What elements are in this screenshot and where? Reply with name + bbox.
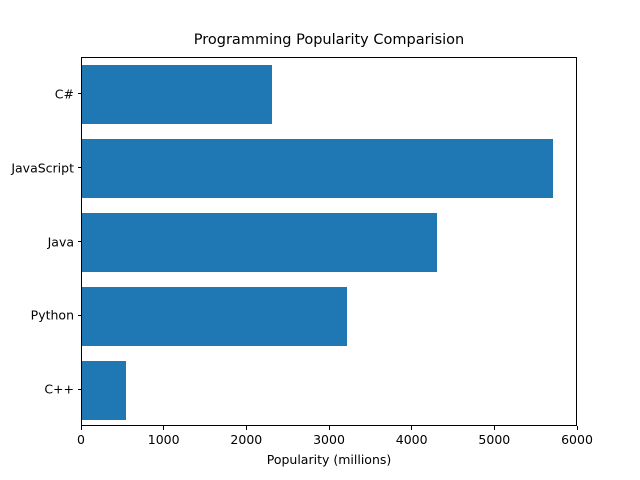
- x-axis-tick-mark: [80, 426, 82, 430]
- x-axis-tick-label: 6000: [561, 432, 593, 447]
- chart-title: Programming Popularity Comparision: [193, 32, 465, 48]
- y-axis-tick-mark: [77, 241, 81, 243]
- bar-c: [82, 360, 126, 420]
- bar-c: [82, 65, 273, 125]
- x-axis-tick-mark: [328, 426, 330, 430]
- bars-layer: [82, 58, 576, 425]
- y-axis-tick-mark: [77, 388, 81, 390]
- x-axis-tick-label: 4000: [395, 432, 428, 447]
- x-axis-tick-mark: [411, 426, 413, 430]
- x-axis-tick-mark: [576, 426, 578, 430]
- x-axis-tick-mark: [493, 426, 495, 430]
- bar-java: [82, 212, 438, 272]
- x-axis-tick-label: 5000: [478, 432, 511, 447]
- bar-javascript: [82, 139, 554, 199]
- y-axis-tick-label: C++: [44, 381, 74, 397]
- x-axis-label: Popularity (millions): [266, 452, 392, 467]
- y-axis-tick-mark: [77, 314, 81, 316]
- y-axis-tick-label: JavaScript: [11, 160, 74, 176]
- x-axis-tick-label: 2000: [230, 432, 263, 447]
- x-axis-tick-mark: [245, 426, 247, 430]
- y-axis-tick-label: Python: [30, 307, 74, 323]
- x-axis-tick-mark: [163, 426, 165, 430]
- y-axis-tick-mark: [77, 167, 81, 169]
- x-axis-tick-label: 0: [77, 432, 85, 447]
- y-axis-tick-mark: [77, 93, 81, 95]
- x-axis-tick-label: 3000: [313, 432, 345, 447]
- y-axis-tick-label: Java: [47, 234, 74, 249]
- x-axis-tick-label: 1000: [147, 432, 180, 447]
- bar-python: [82, 286, 347, 346]
- y-axis-tick-label: C#: [54, 86, 74, 102]
- plot-area: [81, 57, 577, 426]
